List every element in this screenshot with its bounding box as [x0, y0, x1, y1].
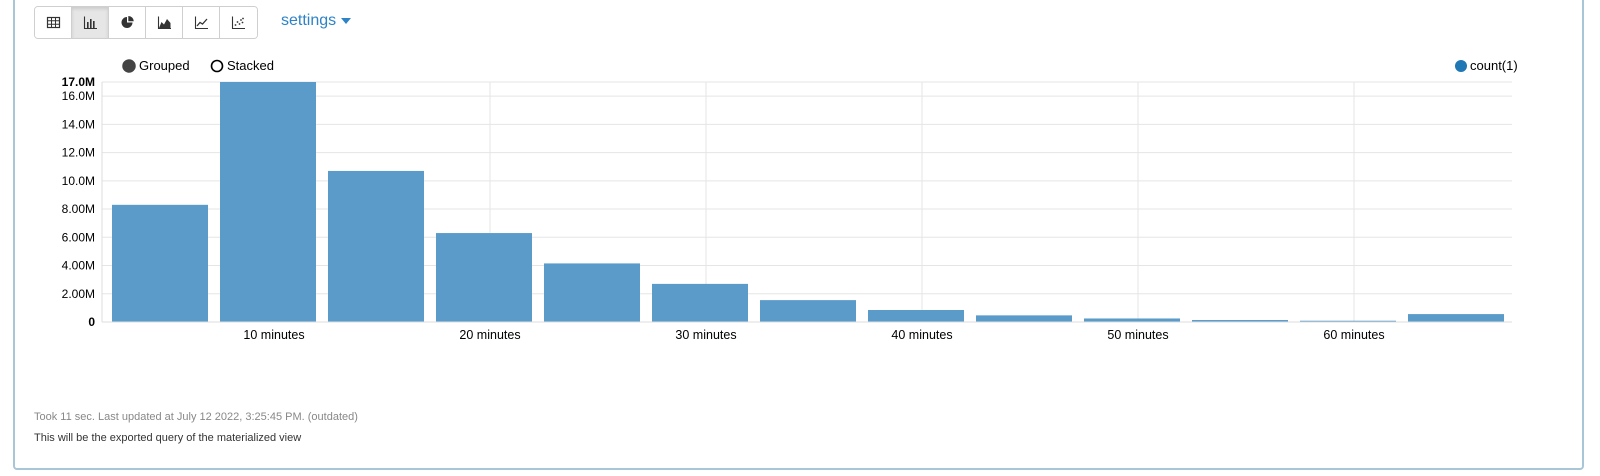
bar[interactable]	[1300, 320, 1396, 322]
x-tick-label: 10 minutes	[243, 328, 304, 342]
bar-chart: 0 2.00M 4.00M 6.00M 8.00M 10.0M 12.0M 14.0M 16.0…	[62, 58, 1518, 342]
bar[interactable]	[220, 82, 316, 322]
pie-chart-icon	[121, 15, 134, 28]
bar-chart-button[interactable]	[72, 7, 109, 38]
bar[interactable]	[1084, 318, 1180, 322]
grouped-radio[interactable]	[122, 59, 136, 73]
legend-label: count(1)	[1470, 58, 1518, 73]
settings-label: settings	[281, 12, 337, 29]
legend-swatch[interactable]	[1455, 60, 1467, 72]
chart-type-toolbar	[34, 6, 258, 39]
bar[interactable]	[868, 310, 964, 322]
caret-down-icon	[341, 18, 352, 24]
bar-chart-icon	[83, 16, 97, 30]
bar[interactable]	[1408, 314, 1504, 322]
bar[interactable]	[544, 263, 640, 322]
description-text: This will be the exported query of the m…	[34, 432, 302, 444]
line-chart-icon	[194, 16, 208, 30]
bar[interactable]	[976, 315, 1072, 322]
x-tick-label: 40 minutes	[891, 328, 952, 342]
y-tick-label: 2.00M	[62, 287, 95, 301]
y-max-label: 17.0M	[62, 75, 95, 89]
y-tick-label: 10.0M	[62, 174, 95, 188]
x-tick-label: 60 minutes	[1323, 328, 1384, 342]
x-tick-label: 50 minutes	[1107, 328, 1168, 342]
x-tick-label: 20 minutes	[459, 328, 520, 342]
grouped-label: Grouped	[139, 58, 190, 73]
y-axis: 0 2.00M 4.00M 6.00M 8.00M 10.0M 12.0M 14.0M 16.0…	[62, 75, 103, 329]
stacked-label: Stacked	[227, 58, 274, 73]
y-tick-label: 0	[88, 315, 95, 329]
y-tick-label: 4.00M	[62, 259, 95, 273]
bar[interactable]	[112, 204, 208, 322]
bar[interactable]	[1192, 320, 1288, 322]
area-chart-button[interactable]	[146, 7, 183, 38]
bars	[112, 82, 1504, 322]
y-tick-label: 8.00M	[62, 202, 95, 216]
y-tick-label: 6.00M	[62, 230, 95, 244]
table-view-button[interactable]	[35, 7, 72, 38]
table-icon	[46, 16, 60, 29]
bar[interactable]	[328, 170, 424, 322]
status-text: Took 11 sec. Last updated at July 12 202…	[34, 411, 358, 423]
x-axis: 10 minutes 20 minutes 30 minutes 40 minutes…	[102, 321, 1512, 342]
pie-chart-button[interactable]	[109, 7, 146, 38]
scatter-chart-icon	[231, 16, 245, 30]
stacked-option[interactable]: Stacked	[210, 58, 274, 73]
bar[interactable]	[652, 283, 748, 322]
grouped-option[interactable]: Grouped	[122, 58, 190, 73]
area-chart-icon	[157, 16, 171, 30]
settings-dropdown[interactable]: settings	[281, 12, 352, 30]
stacked-radio[interactable]	[210, 59, 224, 73]
y-tick-label: 16.0M	[62, 89, 95, 103]
x-tick-label: 30 minutes	[675, 328, 736, 342]
bar[interactable]	[760, 300, 856, 322]
legend[interactable]: count(1)	[1455, 58, 1518, 73]
y-tick-label: 12.0M	[62, 146, 95, 160]
y-tick-label: 14.0M	[62, 117, 95, 131]
line-chart-button[interactable]	[183, 7, 220, 38]
bar[interactable]	[436, 233, 532, 322]
scatter-chart-button[interactable]	[220, 7, 257, 38]
